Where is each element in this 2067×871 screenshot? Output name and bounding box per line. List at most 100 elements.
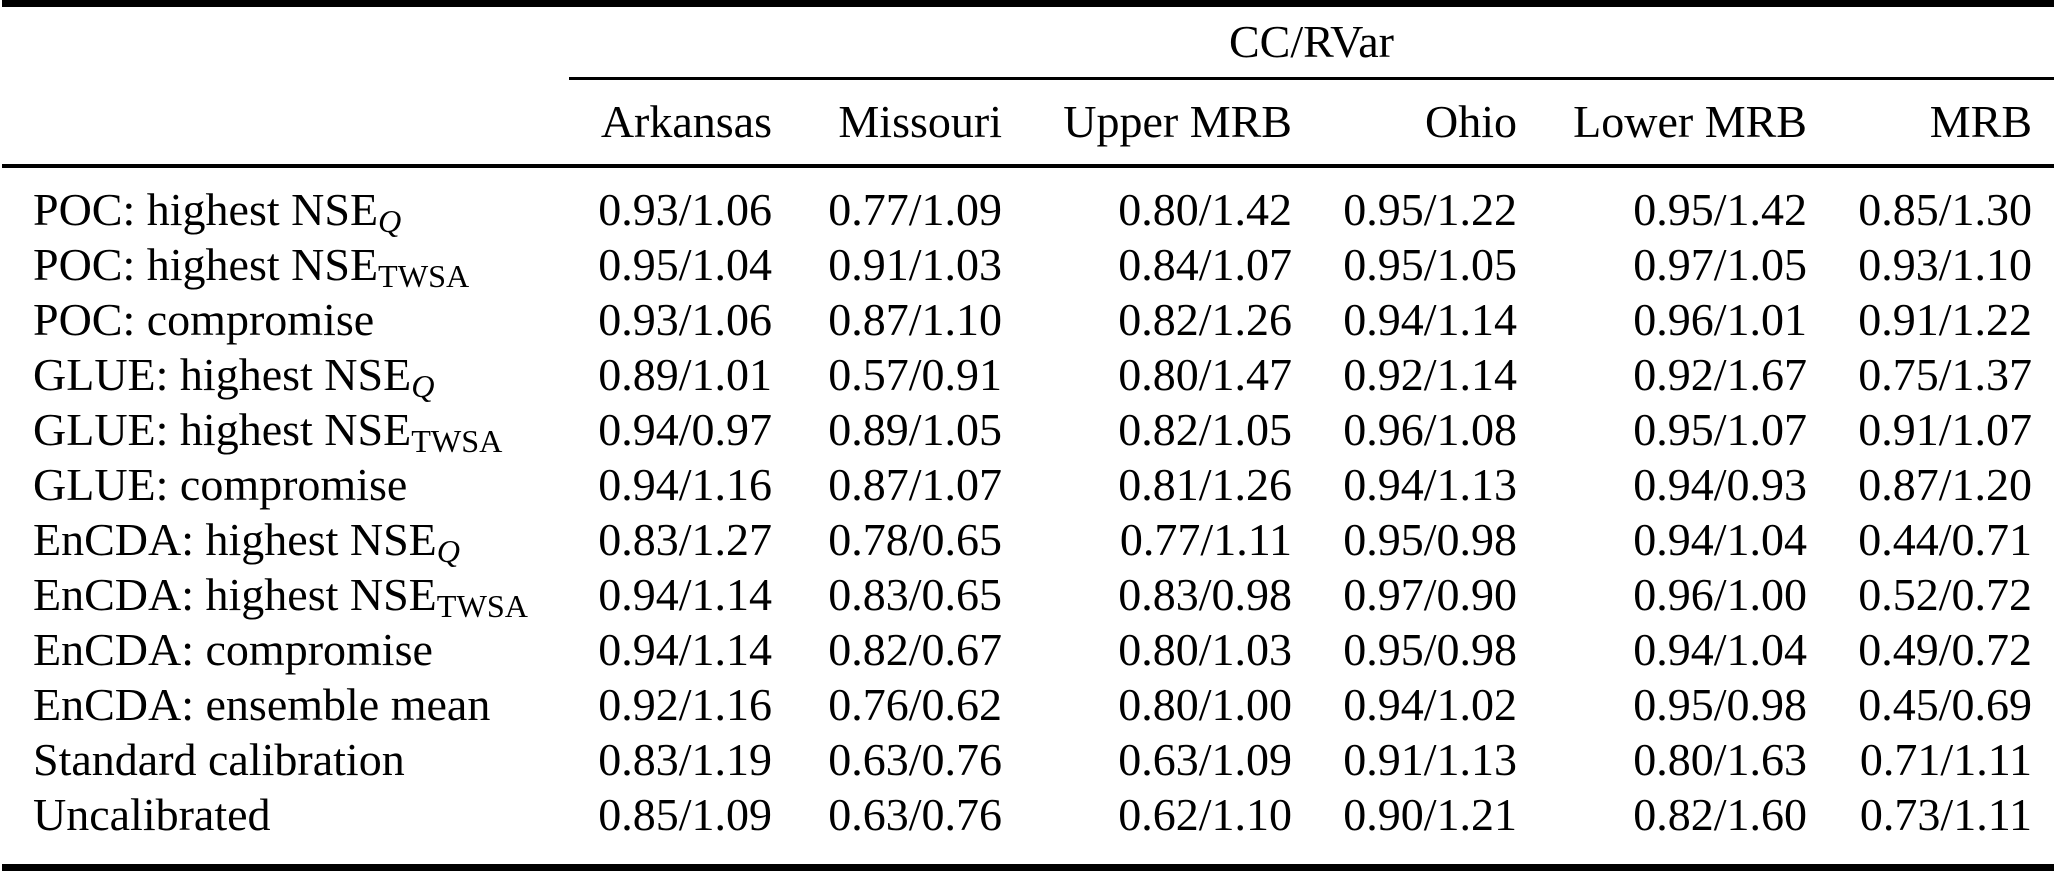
value-cell: 0.94/0.93 [1633,459,1807,510]
value-cell: 0.87/1.20 [1858,459,2032,510]
value-cell: 0.94/1.14 [598,569,772,620]
value-cell: 0.95/0.98 [1633,679,1807,730]
value-cell: 0.63/0.76 [828,789,1002,840]
value-cell: 0.83/1.19 [598,734,772,785]
value-cell: 0.95/1.22 [1343,184,1517,235]
row-label: GLUE: highest NSETWSA [2,402,569,457]
value-cell: 0.82/1.05 [1118,404,1292,455]
row-label-text: GLUE: highest NSE [33,349,412,400]
value-cell: 0.77/1.09 [828,184,1002,235]
row-label: EnCDA: ensemble mean [2,677,569,732]
value-cell: 0.94/1.14 [1343,294,1517,345]
col-header-lower-mrb: Lower MRB [1517,78,1807,168]
row-label-subscript: Q [436,533,461,570]
value-cell: 0.82/1.26 [1118,294,1292,345]
row-label-text: Uncalibrated [33,789,271,840]
row-label-text: POC: highest NSE [33,239,379,290]
value-cell: 0.81/1.26 [1118,459,1292,510]
row-label-text: POC: compromise [33,294,375,345]
value-cell: 0.80/1.00 [1118,679,1292,730]
row-label-text: EnCDA: compromise [33,624,433,675]
value-cell: 0.96/1.08 [1343,404,1517,455]
group-header-row: CC/RVar [2,3,2054,80]
value-cell: 0.95/0.98 [1343,514,1517,565]
value-cell: 0.85/1.30 [1858,184,2032,235]
value-cell: 0.80/1.03 [1118,624,1292,675]
value-cell: 0.80/1.47 [1118,349,1292,400]
value-cell: 0.45/0.69 [1858,679,2032,730]
value-cell: 0.91/1.13 [1343,734,1517,785]
value-cell: 0.78/0.65 [828,514,1002,565]
col-header-mrb: MRB [1807,78,2054,168]
value-cell: 0.95/1.42 [1633,184,1807,235]
value-cell: 0.90/1.21 [1343,789,1517,840]
value-cell: 0.82/1.60 [1633,789,1807,840]
column-header-row: Arkansas Missouri Upper MRB Ohio Lower M… [2,78,2054,168]
row-label: GLUE: compromise [2,457,569,512]
row-label-text: GLUE: highest NSE [33,404,412,455]
value-cell: 0.73/1.11 [1859,789,2032,840]
row-label: POC: highest NSEQ [2,166,569,237]
row-label: GLUE: highest NSEQ [2,347,569,402]
table-row: GLUE: compromise 0.94/1.16 0.87/1.07 0.8… [2,457,2054,512]
value-cell: 0.93/1.06 [598,294,772,345]
table-row: EnCDA: highest NSETWSA 0.94/1.14 0.83/0.… [2,567,2054,622]
value-cell: 0.75/1.37 [1858,349,2032,400]
value-cell: 0.94/1.02 [1343,679,1517,730]
value-cell: 0.89/1.01 [598,349,772,400]
row-label-text: GLUE: compromise [33,459,408,510]
value-cell: 0.44/0.71 [1858,514,2032,565]
value-cell: 0.91/1.03 [828,239,1002,290]
row-label-text: EnCDA: ensemble mean [33,679,491,730]
value-cell: 0.92/1.14 [1343,349,1517,400]
table-row: POC: highest NSETWSA 0.95/1.04 0.91/1.03… [2,237,2054,292]
value-cell: 0.84/1.07 [1118,239,1292,290]
value-cell: 0.63/1.09 [1118,734,1292,785]
col-header-ohio: Ohio [1292,78,1517,168]
value-cell: 0.95/0.98 [1343,624,1517,675]
value-cell: 0.94/1.16 [598,459,772,510]
value-cell: 0.87/1.07 [828,459,1002,510]
value-cell: 0.92/1.67 [1633,349,1807,400]
value-cell: 0.85/1.09 [598,789,772,840]
table-row: GLUE: highest NSEQ 0.89/1.01 0.57/0.91 0… [2,347,2054,402]
empty-corner-cell [2,78,569,168]
value-cell: 0.83/1.27 [598,514,772,565]
value-cell: 0.91/1.22 [1858,294,2032,345]
table-row: EnCDA: compromise 0.94/1.14 0.82/0.67 0.… [2,622,2054,677]
value-cell: 0.83/0.65 [828,569,1002,620]
row-label-text: POC: highest NSE [33,184,379,235]
value-cell: 0.97/1.05 [1633,239,1807,290]
row-label: EnCDA: highest NSEQ [2,512,569,567]
row-label: EnCDA: highest NSETWSA [2,567,569,622]
value-cell: 0.52/0.72 [1858,569,2032,620]
value-cell: 0.62/1.10 [1118,789,1292,840]
value-cell: 0.96/1.00 [1633,569,1807,620]
value-cell: 0.57/0.91 [828,349,1002,400]
value-cell: 0.71/1.11 [1859,734,2032,785]
row-label: EnCDA: compromise [2,622,569,677]
col-header-missouri: Missouri [772,78,1002,168]
value-cell: 0.94/1.04 [1633,514,1807,565]
row-label-subscript: Q [378,203,402,240]
row-label: POC: compromise [2,292,569,347]
value-cell: 0.76/0.62 [828,679,1002,730]
value-cell: 0.83/0.98 [1118,569,1292,620]
row-label: Uncalibrated [2,787,569,868]
table-row: Uncalibrated 0.85/1.09 0.63/0.76 0.62/1.… [2,787,2054,868]
col-header-arkansas: Arkansas [569,78,772,168]
table-row: GLUE: highest NSETWSA 0.94/0.97 0.89/1.0… [2,402,2054,457]
value-cell: 0.94/1.04 [1633,624,1807,675]
value-cell: 0.95/1.05 [1343,239,1517,290]
table-row: EnCDA: ensemble mean 0.92/1.16 0.76/0.62… [2,677,2054,732]
row-label: Standard calibration [2,732,569,787]
group-header-cc-rvar: CC/RVar [569,3,2054,80]
value-cell: 0.63/0.76 [828,734,1002,785]
value-cell: 0.94/1.14 [598,624,772,675]
value-cell: 0.80/1.42 [1118,184,1292,235]
table-row: POC: compromise 0.93/1.06 0.87/1.10 0.82… [2,292,2054,347]
row-label-subscript: TWSA [378,258,470,295]
value-cell: 0.93/1.10 [1858,239,2032,290]
value-cell: 0.80/1.63 [1633,734,1807,785]
